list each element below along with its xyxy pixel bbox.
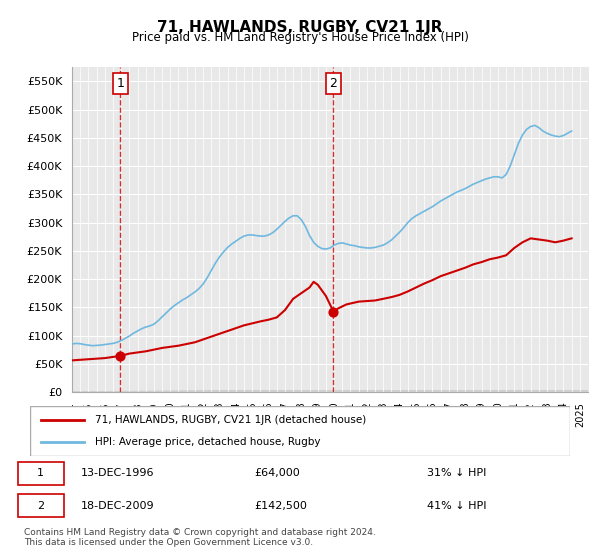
Text: 71, HAWLANDS, RUGBY, CV21 1JR (detached house): 71, HAWLANDS, RUGBY, CV21 1JR (detached … (95, 415, 366, 425)
FancyBboxPatch shape (18, 462, 64, 485)
Text: HPI: Average price, detached house, Rugby: HPI: Average price, detached house, Rugb… (95, 437, 320, 447)
Text: 1: 1 (116, 77, 124, 90)
Point (329, 307, 338, 316)
Text: £142,500: £142,500 (254, 501, 307, 511)
FancyBboxPatch shape (18, 494, 64, 517)
Text: 31% ↓ HPI: 31% ↓ HPI (427, 468, 486, 478)
Text: 41% ↓ HPI: 41% ↓ HPI (427, 501, 486, 511)
Text: 13-DEC-1996: 13-DEC-1996 (81, 468, 155, 478)
Text: 1: 1 (37, 468, 44, 478)
Text: 2: 2 (37, 501, 44, 511)
Text: 71, HAWLANDS, RUGBY, CV21 1JR: 71, HAWLANDS, RUGBY, CV21 1JR (157, 20, 443, 35)
Text: £64,000: £64,000 (254, 468, 299, 478)
Text: 2: 2 (329, 77, 337, 90)
FancyBboxPatch shape (30, 406, 570, 456)
Text: Price paid vs. HM Land Registry's House Price Index (HPI): Price paid vs. HM Land Registry's House … (131, 31, 469, 44)
Text: Contains HM Land Registry data © Crown copyright and database right 2024.
This d: Contains HM Land Registry data © Crown c… (24, 528, 376, 547)
Text: 18-DEC-2009: 18-DEC-2009 (81, 501, 155, 511)
Point (116, 351, 125, 360)
